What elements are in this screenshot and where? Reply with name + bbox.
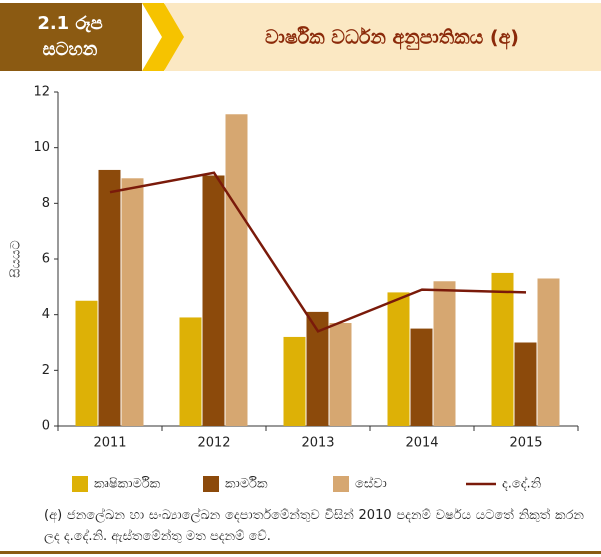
bar (514, 342, 537, 426)
chart: 2.1 රූප සටහන වාර්ෂික වර්ධන අනුපාතිකය (අ)… (0, 3, 601, 492)
bottom-rule (0, 551, 601, 554)
bar (98, 169, 121, 426)
legend-swatch (333, 476, 349, 492)
chevron (142, 3, 184, 71)
legend-label: කෘෂිකාර්මික (94, 476, 161, 492)
bar (433, 281, 456, 426)
badge (0, 3, 142, 71)
x-tick-label: 2012 (197, 436, 230, 451)
bar (387, 292, 410, 426)
legend-swatch (203, 476, 219, 492)
title-panel (165, 3, 601, 71)
line (109, 171, 527, 333)
bar (179, 317, 202, 426)
y-axis-label: සියයට (9, 240, 24, 277)
x-tick-label: 2015 (509, 436, 542, 451)
legend-label: ද.දේ.නි (502, 475, 542, 491)
bar (491, 272, 514, 426)
badge-text: 2.1 රූප (37, 13, 102, 34)
footnote: (අ) ජනලේඛන හා සංඛ්‍යාලේඛන දෙපාර්තමේන්තුව… (44, 508, 584, 544)
bar (410, 328, 433, 426)
x-tick-label: 2014 (405, 436, 438, 451)
y-tick-label: 4 (42, 307, 50, 322)
bar (121, 178, 144, 426)
y-tick-label: 0 (42, 419, 50, 434)
chart-title: වාර්ෂික වර්ධන අනුපාතිකය (අ) (265, 27, 519, 51)
legend-label: සේවා (355, 475, 387, 491)
y-tick-label: 8 (42, 196, 50, 211)
y-tick-label: 2 (42, 363, 50, 378)
x-tick-label: 2011 (93, 436, 126, 451)
bar (225, 114, 248, 427)
bar (329, 323, 352, 426)
x-tick-label: 2013 (301, 436, 334, 451)
legend-label: කාර්මික (225, 476, 268, 492)
badge-text: සටහන (43, 39, 98, 60)
y-tick-label: 12 (33, 85, 50, 100)
bar (283, 336, 306, 426)
bar (537, 278, 560, 426)
bar (202, 175, 225, 426)
bar (306, 311, 329, 426)
bar (75, 300, 98, 426)
y-tick-label: 10 (33, 140, 50, 155)
y-tick-label: 6 (42, 252, 50, 267)
legend-swatch (72, 476, 88, 492)
